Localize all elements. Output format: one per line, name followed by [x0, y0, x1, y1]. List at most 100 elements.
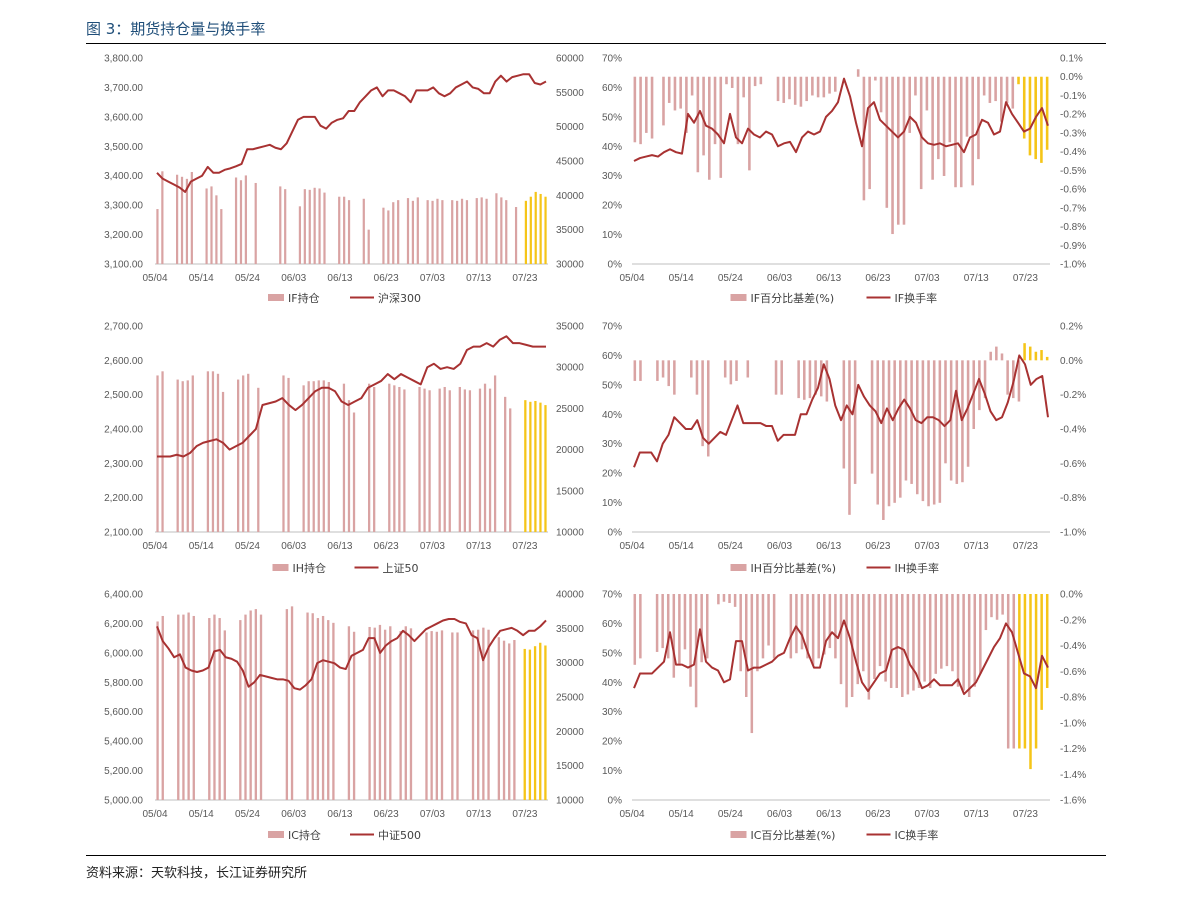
line-series [633, 77, 1049, 162]
bar [1005, 76, 1009, 103]
y-right-tick: -1.0% [1060, 718, 1086, 729]
bar [352, 631, 356, 800]
x-tick: 07/03 [420, 273, 445, 284]
x-tick: 07/23 [512, 541, 537, 552]
y-right-tick: 30000 [556, 363, 584, 374]
bar [338, 196, 341, 264]
bar [306, 612, 309, 800]
bar [906, 594, 910, 695]
bar [505, 200, 508, 264]
bar [254, 182, 257, 264]
y-left-tick: 5,000.00 [104, 796, 143, 807]
y-left-tick: 30% [602, 171, 622, 182]
chart-ih-basis: 0% 10% 20% 30% 40% 50% 60% 70% -1.0% -0.8% -0.6% -0… [602, 322, 1086, 576]
bar [347, 400, 351, 532]
bar [327, 620, 330, 800]
x-tick: 05/04 [142, 541, 167, 552]
x-tick: 05/04 [142, 273, 167, 284]
bar [811, 76, 814, 96]
x-tick: 06/03 [281, 273, 306, 284]
bar [803, 360, 806, 400]
bar [368, 626, 371, 800]
legend: IC百分比基差(%) IC换手率 [730, 828, 938, 842]
bar [362, 198, 365, 264]
x-tick: 05/24 [235, 273, 260, 284]
bar [182, 614, 185, 800]
bar [1000, 76, 1003, 122]
y-left-tick: 2,300.00 [104, 459, 143, 470]
line-series [633, 619, 1049, 696]
bar [772, 594, 776, 659]
bar [1023, 594, 1027, 749]
top-rule [86, 43, 1106, 44]
bar [887, 360, 891, 507]
bar [944, 360, 947, 464]
bar [438, 388, 441, 532]
bar [1001, 594, 1004, 615]
x-tick: 07/23 [512, 273, 537, 284]
bar [735, 360, 738, 381]
bar [848, 360, 851, 515]
y-left-tick: 30% [602, 439, 622, 450]
bar [237, 379, 240, 532]
bar [368, 383, 371, 532]
bar [965, 76, 969, 137]
bar [539, 193, 542, 264]
bar [673, 360, 676, 395]
bar [298, 206, 302, 264]
chart-ic-oi: 5,000.00 5,200.00 5,400.00 5,600.00 5,800.00… [104, 590, 584, 843]
bar [683, 594, 687, 650]
legend: IC持仓 中证500 [268, 828, 421, 842]
y-left-tick: 3,100.00 [104, 260, 143, 271]
bar [544, 196, 547, 264]
y-left-tick: 3,800.00 [104, 54, 143, 65]
bar [244, 614, 247, 800]
bar [239, 180, 243, 264]
bar [161, 615, 164, 800]
bar [397, 200, 400, 264]
bar [458, 386, 461, 532]
y-left-tick: 2,700.00 [104, 322, 143, 333]
x-tick: 05/04 [619, 809, 644, 820]
x-tick: 06/13 [816, 809, 841, 820]
bar [705, 594, 709, 659]
bar [504, 396, 507, 532]
bar [816, 76, 820, 98]
y-right-tick: -0.3% [1060, 128, 1086, 139]
bar [748, 76, 751, 171]
y-right-tick: 55000 [556, 88, 584, 99]
bar [719, 76, 723, 178]
bar [316, 618, 320, 800]
bar [672, 594, 676, 678]
bar [780, 360, 783, 395]
bar [528, 649, 532, 800]
bottom-rule [86, 855, 1106, 856]
y-right-tick: -0.2% [1060, 110, 1086, 121]
bar [534, 400, 537, 532]
bar [940, 594, 943, 669]
bar [352, 412, 356, 532]
y-left-tick: 70% [602, 590, 622, 601]
bar [388, 383, 391, 532]
bar [723, 360, 727, 378]
bar [639, 360, 642, 381]
x-tick: 06/23 [374, 273, 399, 284]
y-right-tick: 0.0% [1060, 356, 1083, 367]
x-tick: 07/13 [964, 541, 989, 552]
chart-ih-oi: 2,100.00 2,200.00 2,300.00 2,400.00 2,500.00… [104, 322, 584, 576]
bar [666, 594, 670, 659]
bar [223, 630, 226, 800]
bar [411, 200, 415, 264]
bar [856, 594, 859, 685]
x-tick: 05/24 [235, 541, 260, 552]
bar [234, 177, 238, 264]
bar [524, 200, 527, 264]
bar [327, 382, 330, 532]
bar [717, 594, 720, 605]
bar [308, 189, 311, 264]
y-left-tick: 20% [602, 469, 622, 480]
bar [645, 76, 648, 133]
y-right-tick: -0.6% [1060, 185, 1086, 196]
bar [899, 360, 902, 498]
legend: IF持仓 沪深300 [268, 291, 421, 305]
